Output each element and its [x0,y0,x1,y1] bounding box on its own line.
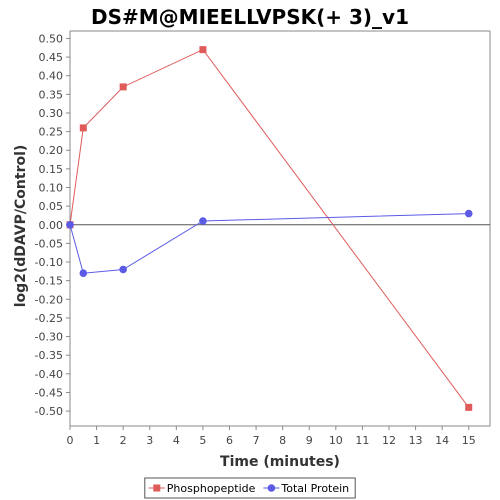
legend-marker-total-protein [267,484,276,492]
data-point-phosphopeptide [119,83,127,91]
x-tick-label: 3 [146,434,153,447]
y-tick-label: -0.40 [35,368,63,381]
chart-title: DS#M@MIEELLVPSK(+ 3)_v1 [91,5,409,29]
x-tick-label: 11 [355,434,369,447]
legend-marker-phosphopeptide [153,484,161,492]
y-tick-label: -0.20 [35,293,63,306]
y-tick-label: 0.00 [39,219,64,232]
data-point-phosphopeptide [465,403,473,411]
y-axis-title: log2(dDAVP/Control) [13,145,29,308]
data-point-total-protein [119,265,127,274]
x-tick-label: 6 [226,434,233,447]
x-tick-label: 4 [173,434,180,447]
x-tick-label: 14 [435,434,449,447]
x-tick-label: 0 [67,434,74,447]
y-tick-label: 0.30 [39,107,64,120]
x-tick-label: 10 [329,434,343,447]
y-tick-label: -0.30 [35,331,63,344]
x-tick-label: 2 [120,434,127,447]
y-tick-label: 0.35 [39,88,64,101]
data-point-total-protein [66,220,74,229]
y-tick-label: -0.05 [35,237,63,250]
y-tick-label: 0.25 [39,126,64,139]
legend-label-phosphopeptide: Phosphopeptide [167,482,256,495]
x-tick-label: 8 [279,434,286,447]
y-tick-label: 0.50 [39,32,64,45]
data-point-phosphopeptide [79,124,87,132]
y-tick-label: -0.35 [35,349,63,362]
x-axis-title: Time (minutes) [220,454,340,470]
y-tick-label: 0.10 [39,182,64,195]
x-tick-label: 9 [306,434,313,447]
x-tick-label: 12 [382,434,396,447]
plot-area [69,30,491,427]
y-tick-label: -0.45 [35,386,63,399]
y-tick-label: 0.05 [39,200,64,213]
y-tick-label: -0.25 [35,312,63,325]
data-point-total-protein [199,217,207,225]
x-tick-label: 13 [409,434,423,447]
x-tick-label: 5 [199,434,206,447]
data-point-total-protein [464,209,473,218]
legend-box [144,477,356,499]
y-tick-label: 0.20 [39,144,64,157]
data-point-phosphopeptide [199,46,207,54]
x-tick-label: 15 [462,434,476,447]
y-tick-label: -0.10 [35,256,63,269]
data-point-total-protein [79,269,88,278]
y-tick-label: 0.40 [39,70,64,83]
y-tick-label: -0.50 [35,405,63,418]
y-tick-label: 0.45 [39,51,64,64]
y-tick-label: 0.15 [39,163,64,176]
legend-label-total-protein: Total Protein [280,482,349,495]
y-tick-label: -0.15 [35,275,63,288]
x-tick-label: 7 [253,434,260,447]
legend: Phosphopeptide Total Protein [144,477,356,499]
x-tick-label: 1 [93,434,100,447]
